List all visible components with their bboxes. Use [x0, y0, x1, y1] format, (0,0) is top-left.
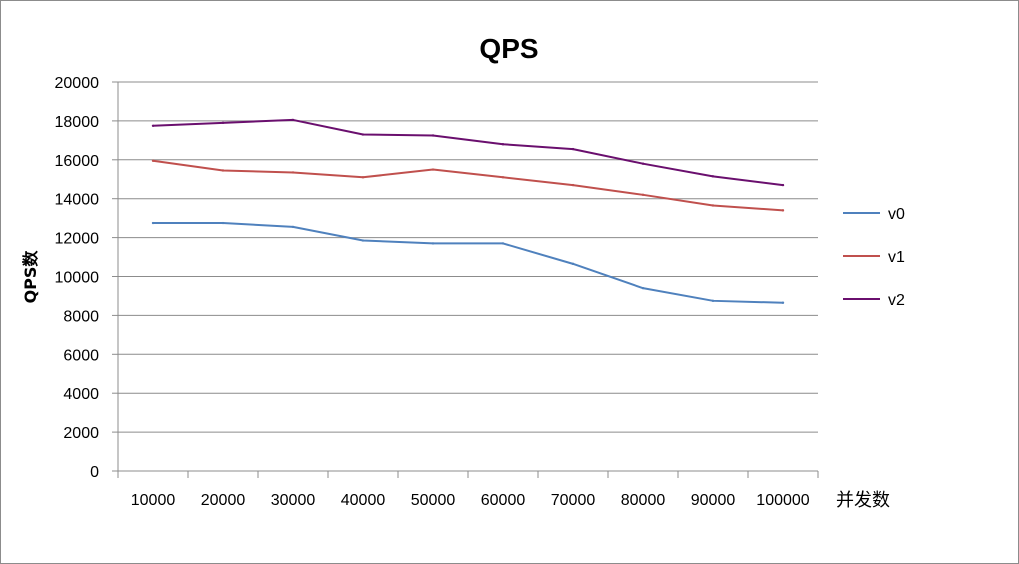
data-point-v2 — [221, 121, 225, 125]
chart-title: QPS — [479, 33, 538, 64]
x-tick-labels: 10000 20000 30000 40000 50000 60000 70000 80000… — [131, 492, 810, 509]
legend-label-v1: v1 — [888, 249, 905, 266]
data-point-v1 — [151, 159, 155, 162]
legend: v0 v1 v2 — [843, 206, 905, 309]
y-tick-label: 14000 — [55, 192, 100, 209]
x-tick-label: 50000 — [411, 492, 456, 509]
data-point-v2 — [361, 133, 365, 136]
y-tick-label: 8000 — [63, 308, 99, 325]
data-point-v0 — [641, 286, 645, 290]
data-point-v2 — [571, 147, 575, 151]
x-tick-label: 20000 — [201, 492, 246, 509]
y-tick-label: 12000 — [55, 231, 100, 248]
data-point-v1 — [571, 183, 575, 187]
data-point-v1 — [501, 176, 505, 179]
legend-label-v2: v2 — [888, 292, 905, 309]
data-point-v0 — [291, 225, 295, 229]
data-point-v2 — [711, 175, 715, 178]
legend-label-v0: v0 — [888, 206, 905, 223]
series-lines — [151, 118, 785, 304]
data-point-v0 — [781, 301, 785, 304]
series-line-v0 — [153, 222, 784, 304]
data-point-v0 — [431, 242, 435, 245]
data-point-v2 — [641, 162, 645, 165]
gridlines — [112, 81, 818, 472]
y-tick-label: 16000 — [55, 153, 100, 170]
data-point-v2 — [431, 134, 435, 137]
data-point-v0 — [221, 221, 225, 225]
y-tick-label: 2000 — [63, 425, 99, 442]
y-axis-title: QPS数 — [21, 250, 40, 304]
data-point-v0 — [361, 239, 365, 242]
y-tick-label: 10000 — [55, 270, 100, 287]
data-point-v2 — [291, 118, 295, 122]
data-point-v0 — [711, 299, 715, 303]
x-tick-label: 90000 — [691, 492, 736, 509]
x-tick-label: 60000 — [481, 492, 526, 509]
data-point-v2 — [151, 124, 155, 127]
data-point-v1 — [361, 176, 365, 179]
x-tick-label: 40000 — [341, 492, 386, 509]
y-tick-label: 20000 — [55, 75, 100, 92]
data-point-v1 — [711, 204, 715, 207]
data-point-v2 — [501, 143, 505, 146]
data-point-v0 — [501, 242, 505, 245]
data-point-v1 — [291, 171, 295, 174]
series-line-v1 — [152, 159, 784, 212]
y-tick-label: 18000 — [55, 114, 100, 131]
x-tick-label: 70000 — [551, 492, 596, 509]
x-tick-label: 100000 — [756, 492, 809, 509]
y-tick-label: 0 — [90, 464, 99, 481]
series-line-v2 — [152, 118, 784, 187]
data-point-v0 — [151, 221, 155, 225]
data-point-v0 — [571, 262, 575, 266]
data-point-v1 — [781, 209, 785, 212]
data-point-v1 — [641, 193, 645, 197]
data-point-v1 — [431, 168, 435, 171]
data-point-v1 — [221, 169, 225, 172]
x-tick-label: 30000 — [271, 492, 316, 509]
x-axis — [117, 82, 819, 478]
x-axis-title: 并发数 — [836, 490, 890, 511]
y-tick-labels: 0 2000 4000 6000 8000 10000 12000 14000 16000 180… — [55, 75, 100, 481]
x-tick-label: 80000 — [621, 492, 666, 509]
y-tick-label: 6000 — [63, 347, 99, 364]
y-tick-label: 4000 — [63, 386, 99, 403]
data-point-v2 — [781, 183, 785, 187]
x-tick-label: 10000 — [131, 492, 176, 509]
